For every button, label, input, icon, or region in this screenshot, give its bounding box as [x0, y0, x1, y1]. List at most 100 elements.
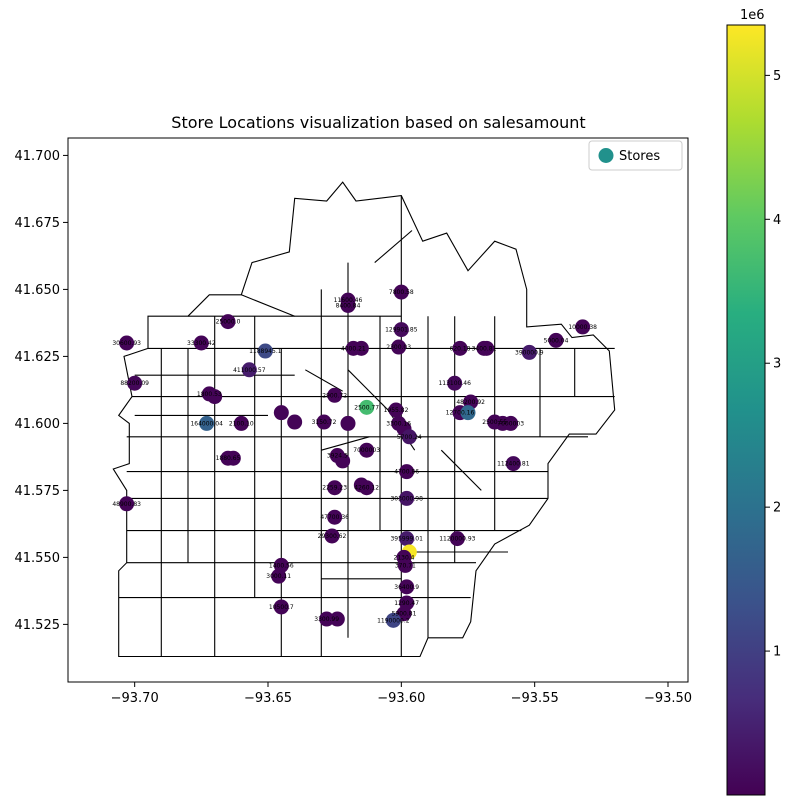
store-point	[324, 528, 340, 544]
store-point	[399, 531, 415, 547]
store-points	[119, 284, 591, 628]
colorbar-tick-label: 1	[773, 645, 781, 660]
legend: Stores	[588, 140, 683, 171]
store-point	[399, 579, 415, 595]
store-point	[397, 557, 413, 573]
store-point-label: 5900.81	[392, 611, 417, 618]
store-point-label: 112400.81	[497, 461, 530, 468]
x-tick-label: −93.65	[244, 691, 292, 706]
colorbar: 1e6 1 2 3 4 5	[726, 8, 781, 796]
store-point	[353, 340, 369, 356]
store-point	[447, 375, 463, 391]
x-tick-label: −93.55	[511, 691, 559, 706]
store-point-label: 113100.46	[438, 380, 471, 387]
store-point	[340, 297, 356, 313]
store-point-label: 3000.11	[266, 573, 291, 580]
store-point-label: 36400.9	[394, 584, 419, 591]
y-tick-label: 41.700	[15, 149, 61, 164]
store-point	[393, 284, 409, 300]
store-point-label: 29300.62	[318, 533, 347, 540]
store-point	[287, 414, 303, 430]
store-point-label: 3150.72	[312, 419, 337, 426]
y-tick-label: 41.550	[15, 551, 61, 566]
store-point-label: 164000.04	[190, 420, 223, 427]
store-point	[199, 415, 215, 431]
store-point-label: 1290.47	[394, 600, 419, 607]
store-point	[385, 612, 401, 628]
store-point-label: 390000.9	[515, 349, 544, 356]
store-point	[399, 464, 415, 480]
boundary-line	[440, 449, 482, 491]
store-point-label: 48200.92	[456, 399, 485, 406]
store-point-label: 8400.84	[336, 302, 361, 309]
store-point	[327, 509, 343, 525]
store-point-label: 2300.03	[386, 344, 411, 351]
store-point-label: 1120000.93	[439, 536, 475, 543]
store-point	[396, 606, 412, 622]
y-tick-label: 41.525	[15, 618, 61, 633]
store-point	[193, 335, 209, 351]
store-point	[449, 531, 465, 547]
store-point-label: 303000.98	[390, 495, 423, 502]
store-point	[319, 611, 335, 627]
store-point	[505, 456, 521, 472]
boundary-line	[241, 294, 295, 317]
store-point-label: 2130.4	[394, 554, 415, 561]
store-point	[399, 490, 415, 506]
store-point-label: 25000.0	[216, 319, 241, 326]
colorbar-gradient	[726, 24, 766, 796]
store-point	[119, 335, 135, 351]
store-point-label: 1800.53	[197, 391, 222, 398]
colorbar-tick-label: 3	[773, 357, 781, 372]
y-tick-label: 41.575	[15, 484, 61, 499]
store-point-label: 395999.01	[390, 536, 423, 543]
store-point-label: 3300.16	[386, 420, 411, 427]
store-point	[359, 442, 375, 458]
store-point-label: 370.71	[395, 562, 416, 569]
boundary-line	[305, 369, 343, 392]
store-point-label: 7800.58	[389, 289, 414, 296]
axes-frame	[67, 137, 689, 683]
store-point	[452, 340, 468, 356]
store-point	[340, 415, 356, 431]
store-point	[460, 405, 476, 421]
colorbar-multiplier: 1e6	[740, 8, 765, 23]
store-point-label: 5000.04	[544, 337, 569, 344]
store-point-label: 4000.21	[341, 345, 366, 352]
store-point	[271, 568, 287, 584]
legend-marker	[598, 148, 614, 163]
store-point-label: 620.18	[450, 345, 471, 352]
store-point-label: 33300.42	[187, 340, 216, 347]
y-tick-label: 41.675	[15, 216, 61, 231]
colorbar-tick-label: 2	[773, 501, 781, 516]
store-point-label: 3400.81	[472, 345, 497, 352]
store-point-label: 2259.23	[322, 485, 347, 492]
store-point	[220, 314, 236, 330]
store-point	[353, 477, 369, 493]
store-point-label: 4260.12	[354, 485, 379, 492]
store-point-label: 1190000.2	[377, 617, 410, 624]
store-point	[207, 389, 223, 405]
y-tick-label: 41.600	[15, 417, 61, 432]
store-point-label: 5700.24	[397, 434, 422, 441]
colorbar-tick-label: 4	[773, 213, 781, 228]
store-point	[119, 496, 135, 512]
store-point-label: 10500.7	[269, 604, 294, 611]
store-point	[316, 414, 332, 430]
store-point-label: 2100.10	[229, 420, 254, 427]
store-point	[257, 343, 273, 359]
store-point-label: 12700.16	[446, 410, 475, 417]
store-point-label: 3300.99	[314, 616, 339, 623]
store-point	[327, 480, 343, 496]
store-point-label: 2500.77	[354, 404, 379, 411]
store-point-label: 3924.5	[327, 453, 348, 460]
x-tick-label: −93.60	[377, 691, 425, 706]
boundary-line	[321, 436, 370, 451]
boundary-map	[112, 181, 616, 658]
store-point	[329, 611, 345, 627]
store-point	[327, 387, 343, 403]
boundary-line	[374, 230, 413, 264]
store-point	[393, 322, 409, 338]
store-point	[521, 344, 537, 360]
